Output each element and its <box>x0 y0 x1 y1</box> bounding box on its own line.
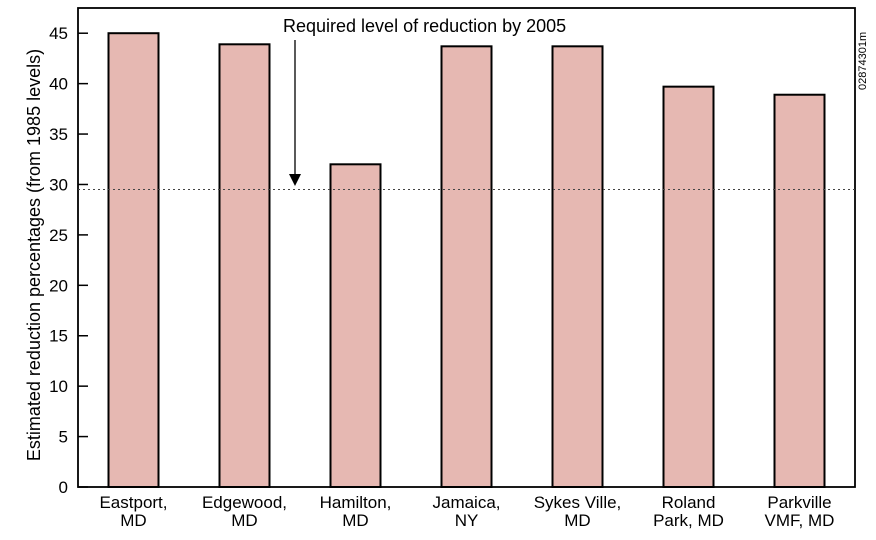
x-category-label: Edgewood, <box>202 493 287 512</box>
y-tick-label: 0 <box>59 478 68 497</box>
bar <box>773 93 826 488</box>
y-tick-label: 20 <box>49 276 68 295</box>
y-tick-label: 40 <box>49 75 68 94</box>
annotation-text: Required level of reduction by 2005 <box>283 16 566 36</box>
bar <box>107 32 160 488</box>
y-axis-label: Estimated reduction percentages (from 19… <box>24 49 44 461</box>
x-category-label: MD <box>342 511 368 530</box>
x-category-label: Eastport, <box>99 493 167 512</box>
y-tick-label: 25 <box>49 226 68 245</box>
x-category-label: Hamilton, <box>320 493 392 512</box>
x-category-label: MD <box>120 511 146 530</box>
x-category-labels: Eastport,MDEdgewood,MDHamilton,MDJamaica… <box>99 493 834 530</box>
bar <box>551 45 604 488</box>
x-category-label: Roland <box>662 493 716 512</box>
x-category-label: MD <box>231 511 257 530</box>
figure-id: 02874301m <box>857 32 869 90</box>
reference-line-group <box>78 40 855 191</box>
y-ticks: 0 5 10 15 20 25 30 35 40 45 <box>49 24 88 497</box>
x-category-label: Jamaica, <box>432 493 500 512</box>
x-category-label: VMF, MD <box>765 511 835 530</box>
x-category-label: Park, MD <box>653 511 724 530</box>
bar <box>329 163 382 488</box>
y-tick-label: 10 <box>49 377 68 396</box>
bar <box>662 85 715 489</box>
x-category-label: Parkville <box>767 493 831 512</box>
x-category-label: NY <box>455 511 479 530</box>
y-tick-label: 5 <box>59 428 68 447</box>
y-tick-label: 30 <box>49 175 68 194</box>
y-tick-label: 35 <box>49 125 68 144</box>
y-tick-label: 15 <box>49 327 68 346</box>
annotation-arrow-head <box>289 174 301 186</box>
bar <box>440 45 493 488</box>
x-category-label: MD <box>564 511 590 530</box>
bar <box>218 43 271 488</box>
y-tick-label: 45 <box>49 24 68 43</box>
bars <box>107 32 826 489</box>
x-category-label: Sykes Ville, <box>534 493 622 512</box>
